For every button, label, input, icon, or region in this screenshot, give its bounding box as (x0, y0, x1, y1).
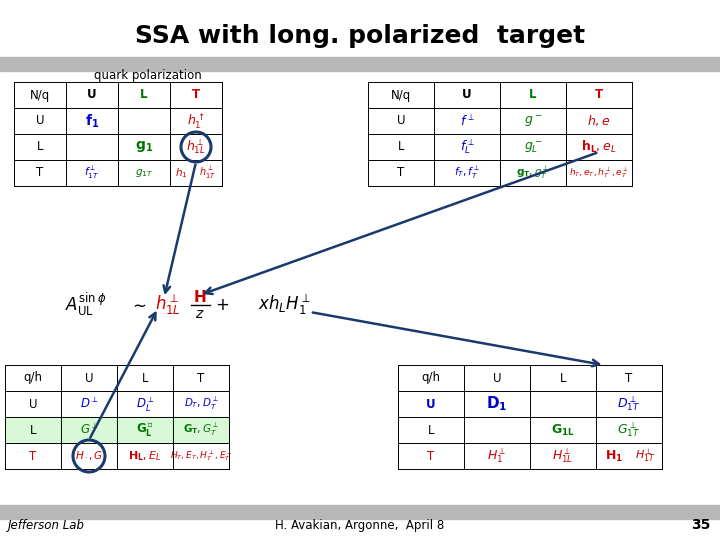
Text: T: T (192, 89, 200, 102)
Text: $h_T, e_T, h_T^\perp, e_T^\perp$: $h_T, e_T, h_T^\perp, e_T^\perp$ (569, 166, 629, 180)
Text: $A_{\rm UL}^{\sin\phi}$: $A_{\rm UL}^{\sin\phi}$ (65, 291, 107, 319)
Text: q/h: q/h (24, 372, 42, 384)
Text: q/h: q/h (421, 372, 441, 384)
Text: $\mathbf{G_{1L}}$: $\mathbf{G_{1L}}$ (551, 422, 575, 437)
Text: $D_{1T}^\perp$: $D_{1T}^\perp$ (618, 395, 641, 413)
Text: $D_T, D_T^\perp$: $D_T, D_T^\perp$ (184, 396, 218, 412)
Text: U: U (85, 372, 94, 384)
Text: $\mathbf{G_T}, G_T^\perp$: $\mathbf{G_T}, G_T^\perp$ (183, 422, 219, 438)
Text: L: L (529, 89, 536, 102)
Text: quark polarization: quark polarization (94, 69, 202, 82)
Text: $g_L^-$: $g_L^-$ (523, 139, 542, 155)
Text: $\mathbf{f_1}$: $\mathbf{f_1}$ (85, 112, 99, 130)
Text: $h_{1L}^{\perp}$: $h_{1L}^{\perp}$ (186, 138, 206, 157)
Bar (0, 505, 720, 519)
Bar (0, 57, 720, 71)
Text: N/q: N/q (391, 89, 411, 102)
Text: U: U (397, 114, 405, 127)
Text: T: T (397, 166, 405, 179)
Text: T: T (197, 372, 204, 384)
Text: $G_{1T}^\perp$: $G_{1T}^\perp$ (618, 421, 641, 440)
Text: $\mathbf{g_T}, g_T^\perp$: $\mathbf{g_T}, g_T^\perp$ (516, 165, 549, 181)
Text: $h_1$: $h_1$ (175, 166, 188, 180)
Text: T: T (626, 372, 633, 384)
Text: U: U (492, 372, 501, 384)
Text: $\mathbf{h_L}, e_L$: $\mathbf{h_L}, e_L$ (581, 139, 617, 155)
Text: T: T (428, 449, 435, 462)
Text: $h_{1L}^{\perp}$: $h_{1L}^{\perp}$ (155, 293, 181, 317)
Text: T: T (37, 166, 44, 179)
Text: T: T (30, 449, 37, 462)
Text: $f^\perp$: $f^\perp$ (459, 113, 474, 129)
Text: $g^-$: $g^-$ (523, 113, 542, 129)
Text: $f_L^\perp$: $f_L^\perp$ (459, 138, 474, 157)
Text: $h_{1T}^\perp$: $h_{1T}^\perp$ (199, 165, 216, 181)
Text: $\mathbf{H_L}, E_L$: $\mathbf{H_L}, E_L$ (128, 449, 161, 463)
Text: $H_\cdot, G$: $H_\cdot, G$ (75, 450, 103, 462)
Text: U: U (36, 114, 44, 127)
Text: $H_1^\perp$: $H_1^\perp$ (487, 447, 507, 465)
Text: H. Avakian, Argonne,  April 8: H. Avakian, Argonne, April 8 (275, 518, 445, 531)
Text: $D^\perp$: $D^\perp$ (80, 397, 99, 411)
Bar (5, 417, 229, 443)
Text: L: L (142, 372, 148, 384)
Text: $z$: $z$ (195, 307, 204, 321)
Text: $+$: $+$ (215, 296, 229, 314)
Text: L: L (559, 372, 566, 384)
Text: L: L (397, 140, 404, 153)
Text: $f_{1T}^\perp$: $f_{1T}^\perp$ (84, 165, 99, 181)
Text: $\mathbf{H_1}$: $\mathbf{H_1}$ (606, 448, 624, 463)
Text: $h, e$: $h, e$ (588, 113, 611, 129)
Text: $D_L^\perp$: $D_L^\perp$ (135, 395, 154, 413)
Text: $g_{1T}$: $g_{1T}$ (135, 167, 153, 179)
Text: $h_1^\uparrow$: $h_1^\uparrow$ (187, 111, 205, 131)
Text: $\mathbf{G_L^\perp}$: $\mathbf{G_L^\perp}$ (136, 421, 154, 438)
Text: SSA with long. polarized  target: SSA with long. polarized target (135, 24, 585, 48)
Text: Jefferson Lab: Jefferson Lab (8, 518, 85, 531)
Text: $G^\perp$: $G^\perp$ (80, 423, 99, 437)
Text: L: L (140, 89, 148, 102)
Text: $\mathbf{g_1}$: $\mathbf{g_1}$ (135, 139, 153, 154)
Text: $\mathbf{H}$: $\mathbf{H}$ (193, 289, 207, 305)
Text: $\sim$: $\sim$ (130, 296, 147, 314)
Text: $H_T, E_T, H_T^\perp, E_T^\perp$: $H_T, E_T, H_T^\perp, E_T^\perp$ (170, 449, 233, 463)
Text: $H_{1T}^\perp$: $H_{1T}^\perp$ (635, 448, 656, 464)
Text: L: L (37, 140, 43, 153)
Text: U: U (29, 397, 37, 410)
Text: $\mathbf{D_1}$: $\mathbf{D_1}$ (486, 395, 508, 413)
Text: L: L (30, 423, 36, 436)
Text: U: U (426, 397, 436, 410)
Text: U: U (87, 89, 96, 102)
Text: N/q: N/q (30, 89, 50, 102)
Text: T: T (595, 89, 603, 102)
Text: $f_T, f_T^\perp$: $f_T, f_T^\perp$ (454, 165, 480, 181)
Text: U: U (462, 89, 472, 102)
Text: L: L (428, 423, 434, 436)
Text: $xh_L H_1^\perp$: $xh_L H_1^\perp$ (258, 293, 312, 317)
Text: 35: 35 (690, 518, 710, 532)
Text: $H_{1L}^\perp$: $H_{1L}^\perp$ (552, 447, 574, 465)
